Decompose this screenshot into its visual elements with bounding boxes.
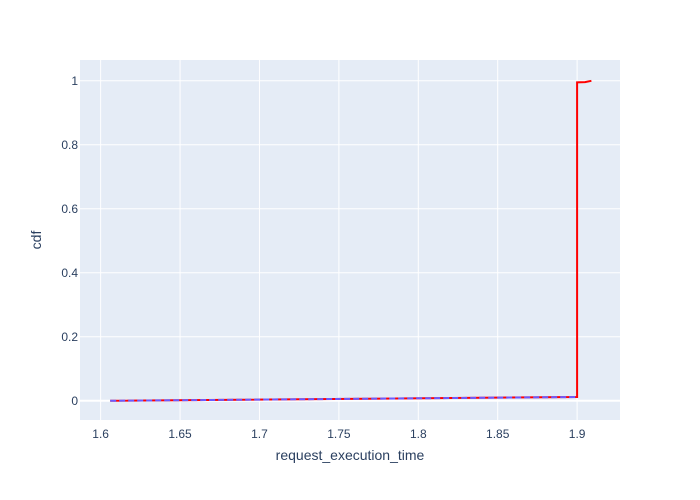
x-axis-title: request_execution_time (276, 447, 425, 463)
x-tick-label: 1.85 (486, 427, 510, 441)
x-tick-label: 1.9 (569, 427, 586, 441)
y-tick-labels: 0 0.2 0.4 0.6 0.8 1 (61, 74, 78, 408)
series-layer (110, 79, 592, 402)
y-tick-label: 0.8 (61, 138, 78, 152)
y-tick-label: 0.4 (61, 266, 78, 280)
x-tick-label: 1.8 (410, 427, 427, 441)
x-tick-label: 1.65 (168, 427, 192, 441)
x-tick-labels: 1.6 1.65 1.7 1.75 1.8 1.85 1.9 (92, 427, 585, 441)
x-tick-label: 1.75 (327, 427, 351, 441)
y-tick-label: 0.6 (61, 202, 78, 216)
plot-background (80, 60, 620, 420)
y-tick-label: 1 (71, 74, 78, 88)
y-tick-label: 0 (71, 394, 78, 408)
y-tick-label: 0.2 (61, 330, 78, 344)
series-line-2 (110, 396, 578, 402)
x-tick-label: 1.6 (92, 427, 109, 441)
gridlines (80, 60, 620, 420)
x-tick-label: 1.7 (251, 427, 268, 441)
y-axis-title: cdf (28, 231, 44, 250)
